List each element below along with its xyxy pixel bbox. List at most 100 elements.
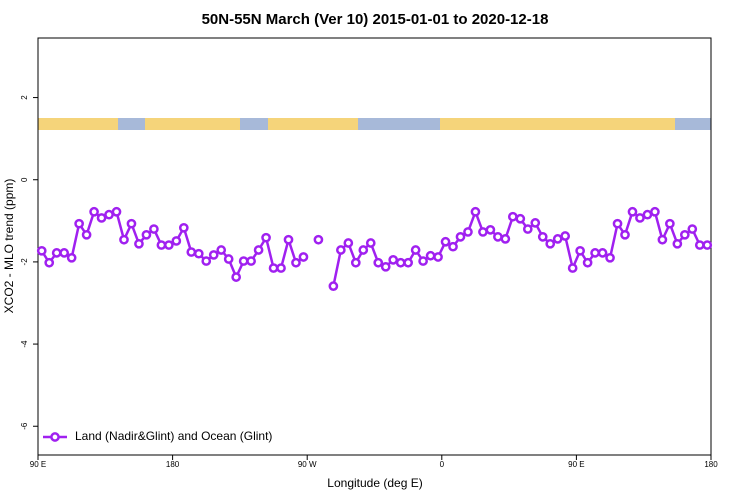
data-point	[201, 256, 212, 266]
data-point	[597, 248, 608, 258]
data-point	[395, 257, 406, 268]
data-point	[119, 234, 129, 245]
data-point	[283, 234, 294, 245]
data-point	[665, 218, 675, 229]
data-point	[530, 218, 541, 228]
data-point	[343, 238, 354, 248]
data-point	[567, 263, 578, 273]
data-point	[74, 218, 84, 229]
data-point	[253, 245, 264, 255]
x-tick-label: 180	[704, 460, 718, 469]
data-point	[493, 231, 503, 242]
data-point	[36, 245, 47, 256]
data-point	[507, 211, 518, 222]
data-point	[552, 234, 563, 244]
data-point	[231, 272, 242, 282]
data-point	[208, 250, 219, 260]
data-point	[612, 218, 623, 229]
data-point	[635, 213, 645, 223]
data-point	[89, 206, 99, 217]
data-point	[104, 209, 114, 220]
data-point	[650, 206, 660, 217]
y-tick-label: -6	[20, 422, 29, 430]
data-point	[657, 234, 668, 245]
data-point	[81, 229, 92, 240]
data-point	[470, 206, 481, 217]
data-point	[388, 255, 399, 265]
legend-label: Land (Nadir&Glint) and Ocean (Glint)	[75, 429, 272, 443]
land-band	[38, 118, 118, 130]
series-line	[40, 208, 708, 287]
data-point	[410, 245, 421, 255]
data-point	[164, 240, 174, 250]
data-point	[51, 248, 62, 258]
data-point	[560, 231, 571, 241]
data-point	[380, 261, 391, 272]
data-point	[178, 222, 189, 233]
data-point	[425, 250, 436, 261]
data-point	[149, 224, 159, 234]
land-band	[575, 118, 675, 130]
data-point	[66, 252, 77, 263]
y-tick-label: -2	[20, 258, 29, 266]
data-point	[545, 238, 556, 249]
data-point	[291, 257, 301, 268]
data-point	[694, 240, 705, 250]
x-tick-label: 90 E	[568, 460, 584, 469]
data-point	[298, 252, 309, 262]
land-ocean-strip	[38, 118, 711, 130]
data-point	[336, 245, 346, 255]
chart-title: 50N-55N March (Ver 10) 2015-01-01 to 202…	[202, 11, 549, 28]
data-point	[448, 241, 458, 252]
x-tick-label: 0	[440, 460, 445, 469]
data-point	[186, 247, 197, 257]
legend-marker	[50, 432, 60, 442]
data-point	[418, 256, 428, 266]
data-point	[582, 257, 593, 268]
x-tick-label: 90 E	[30, 460, 46, 469]
data-point	[485, 225, 496, 235]
data-point	[358, 245, 369, 255]
data-point	[193, 248, 204, 259]
data-point	[590, 248, 600, 258]
y-axis-title: XCO2 - MLO trend (ppm)	[2, 179, 16, 314]
data-point	[515, 213, 526, 224]
data-point	[111, 206, 122, 217]
data-point	[537, 231, 548, 242]
data-point	[702, 240, 713, 250]
x-tick-label: 180	[166, 460, 180, 469]
data-point	[687, 224, 698, 234]
data-point	[672, 238, 683, 249]
y-tick-label: 2	[20, 95, 29, 100]
data-point	[605, 252, 615, 263]
data-point	[365, 238, 376, 248]
data-point	[627, 206, 638, 217]
data-point	[500, 234, 511, 244]
data-point	[246, 256, 256, 266]
data-point	[134, 238, 144, 249]
y-tick-label: 0	[20, 177, 29, 182]
data-point	[276, 263, 286, 273]
data-point	[575, 245, 585, 256]
data-point	[433, 252, 443, 262]
x-axis-title: Longitude (deg E)	[327, 476, 422, 490]
data-point	[59, 248, 70, 258]
data-point	[350, 257, 361, 268]
land-band	[268, 118, 358, 130]
data-point	[96, 213, 107, 223]
data-point	[216, 245, 227, 255]
land-band	[145, 118, 240, 130]
data-point	[268, 263, 279, 273]
data-point	[522, 224, 533, 234]
data-point	[620, 229, 630, 240]
data-point	[126, 218, 137, 229]
data-point	[440, 236, 451, 247]
data-point	[455, 231, 466, 242]
data-point	[238, 256, 249, 266]
x-tick-label: 90 W	[298, 460, 317, 469]
data-point	[679, 229, 690, 240]
data-point	[478, 227, 488, 237]
data-point	[141, 229, 152, 240]
data-point	[642, 209, 653, 220]
